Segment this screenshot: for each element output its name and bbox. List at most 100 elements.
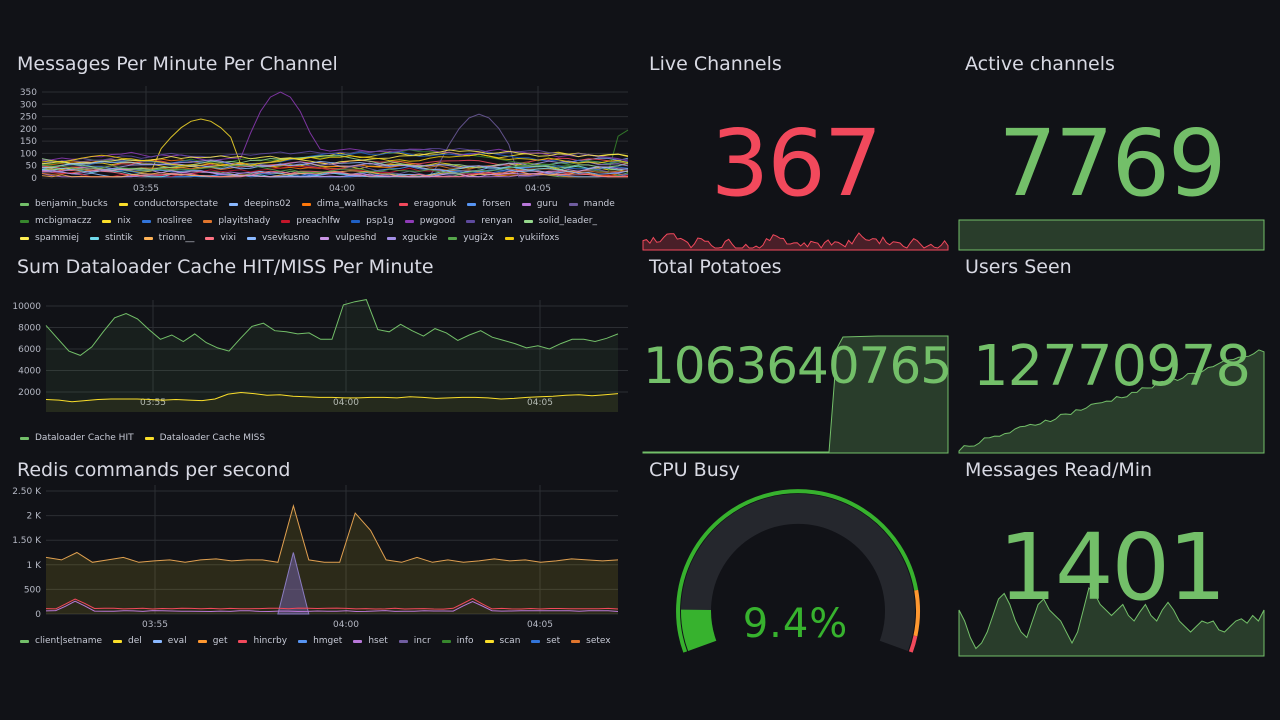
live-channels-title[interactable]: Live Channels bbox=[649, 53, 782, 75]
legend-item[interactable]: set bbox=[531, 634, 560, 648]
legend-item[interactable]: trionn__ bbox=[143, 231, 194, 245]
users-seen-sparkline bbox=[958, 349, 1265, 454]
series-line-vsevkusno bbox=[41, 160, 629, 175]
legend-swatch bbox=[20, 639, 29, 643]
y-tick-label: 300 bbox=[20, 100, 37, 110]
legend-swatch bbox=[301, 202, 311, 206]
legend-item[interactable]: eval bbox=[152, 634, 187, 648]
legend-item[interactable]: stintik bbox=[90, 231, 133, 245]
legend-item[interactable]: benjamin_bucks bbox=[20, 197, 108, 211]
active-channels-sparkline bbox=[958, 219, 1265, 251]
dataloader-panel: Sum Dataloader Cache HIT/MISS Per Minute… bbox=[0, 0, 640, 450]
legend-swatch bbox=[466, 219, 476, 223]
legend-swatch bbox=[467, 202, 477, 206]
legend-item[interactable]: Dataloader Cache MISS bbox=[144, 431, 266, 445]
legend-swatch bbox=[281, 219, 291, 223]
legend-swatch bbox=[113, 639, 123, 643]
dataloader-gridlines bbox=[46, 300, 628, 393]
legend-label: info bbox=[456, 636, 474, 646]
legend-item[interactable]: pwgood bbox=[404, 214, 455, 228]
legend-item[interactable]: yukiifoxs bbox=[504, 231, 559, 245]
legend-item[interactable]: mande bbox=[568, 197, 615, 211]
legend-item[interactable]: vixi bbox=[205, 231, 236, 245]
legend-swatch bbox=[448, 236, 458, 240]
legend-item[interactable]: Dataloader Cache HIT bbox=[20, 431, 134, 445]
redis-panel-title[interactable]: Redis commands per second bbox=[17, 459, 291, 481]
legend-label: mcbigmaczz bbox=[35, 216, 92, 226]
gauge-threshold-arc bbox=[908, 635, 918, 653]
legend-swatch bbox=[523, 219, 533, 223]
series-line-pwgood bbox=[41, 91, 629, 162]
legend-item[interactable]: scan bbox=[484, 634, 520, 648]
redis-y-axis: 2.50 K 2 K 1.50 K 1 K 500 0 bbox=[12, 487, 42, 620]
legend-item[interactable]: incr bbox=[398, 634, 431, 648]
x-tick-label: 03:55 bbox=[140, 398, 166, 408]
legend-item[interactable]: renyan bbox=[466, 214, 513, 228]
legend-label: eragonuk bbox=[413, 199, 457, 209]
legend-item[interactable]: dima_wallhacks bbox=[301, 197, 388, 211]
legend-item[interactable]: spammiej bbox=[20, 231, 79, 245]
legend-label: benjamin_bucks bbox=[35, 199, 108, 209]
legend-item[interactable]: nosliree bbox=[141, 214, 192, 228]
legend-label: Dataloader Cache MISS bbox=[159, 433, 266, 443]
legend-label: vulpeshd bbox=[335, 233, 377, 243]
users-seen-title[interactable]: Users Seen bbox=[965, 256, 1072, 278]
legend-label: conductorspectate bbox=[133, 199, 218, 209]
legend-item[interactable]: yugi2x bbox=[448, 231, 494, 245]
dataloader-x-axis: 03:55 04:00 04:05 bbox=[140, 398, 553, 408]
live-channels-sparkline bbox=[642, 232, 949, 251]
active-channels-panel: Active channels 7769 bbox=[958, 50, 1265, 251]
legend-swatch bbox=[102, 219, 112, 223]
legend-item[interactable]: hmget bbox=[298, 634, 342, 648]
messages-read-title[interactable]: Messages Read/Min bbox=[965, 459, 1153, 481]
y-tick-label: 2.50 K bbox=[12, 487, 42, 497]
messages-panel-title[interactable]: Messages Per Minute Per Channel bbox=[17, 53, 338, 75]
legend-label: yugi2x bbox=[463, 233, 494, 243]
legend-item[interactable]: del bbox=[113, 634, 142, 648]
dataloader-hit-line bbox=[45, 299, 619, 356]
legend-label: stintik bbox=[105, 233, 133, 243]
cpu-busy-title[interactable]: CPU Busy bbox=[649, 459, 740, 481]
messages-chart[interactable]: 350 300 250 200 150 100 50 0 03:55 04:00 04:05 bbox=[0, 0, 640, 200]
dataloader-panel-title[interactable]: Sum Dataloader Cache HIT/MISS Per Minute bbox=[17, 256, 434, 278]
legend-item[interactable]: guru bbox=[521, 197, 558, 211]
legend-label: mande bbox=[583, 199, 615, 209]
y-tick-label: 1 K bbox=[27, 561, 43, 571]
redis-get-line bbox=[45, 503, 619, 563]
active-channels-title[interactable]: Active channels bbox=[965, 53, 1115, 75]
legend-item[interactable]: preachlfw bbox=[281, 214, 340, 228]
legend-item[interactable]: client|setname bbox=[20, 634, 102, 648]
legend-label: preachlfw bbox=[296, 216, 341, 226]
legend-item[interactable]: hincrby bbox=[238, 634, 287, 648]
legend-item[interactable]: info bbox=[441, 634, 474, 648]
legend-item[interactable]: mcbigmaczz bbox=[20, 214, 91, 228]
y-tick-label: 2 K bbox=[27, 512, 43, 522]
legend-item[interactable]: nix bbox=[102, 214, 131, 228]
legend-item[interactable]: setex bbox=[571, 634, 611, 648]
cpu-busy-panel: CPU Busy 9.4% bbox=[643, 456, 948, 656]
legend-item[interactable]: conductorspectate bbox=[118, 197, 218, 211]
legend-item[interactable]: playitshady bbox=[203, 214, 270, 228]
legend-item[interactable]: solid_leader_ bbox=[523, 214, 597, 228]
legend-label: incr bbox=[413, 636, 431, 646]
cpu-busy-value: 9.4% bbox=[742, 601, 849, 647]
legend-swatch bbox=[238, 639, 248, 643]
series-line-renyan bbox=[41, 147, 629, 165]
legend-item[interactable]: psp1g bbox=[351, 214, 394, 228]
legend-item[interactable]: vsevkusno bbox=[246, 231, 309, 245]
redis-hincrby-line bbox=[45, 598, 619, 610]
legend-item[interactable]: get bbox=[197, 634, 227, 648]
legend-swatch bbox=[351, 219, 361, 223]
legend-item[interactable]: vulpeshd bbox=[320, 231, 376, 245]
legend-item[interactable]: deepins02 bbox=[228, 197, 291, 211]
users-seen-panel: Users Seen 12770978 bbox=[958, 253, 1265, 454]
legend-item[interactable]: eragonuk bbox=[398, 197, 457, 211]
legend-item[interactable]: hset bbox=[353, 634, 388, 648]
legend-item[interactable]: xguckie bbox=[387, 231, 437, 245]
total-potatoes-title[interactable]: Total Potatoes bbox=[649, 256, 782, 278]
legend-label: hmget bbox=[313, 636, 343, 646]
y-tick-label: 350 bbox=[20, 88, 37, 98]
legend-item[interactable]: forsen bbox=[467, 197, 511, 211]
